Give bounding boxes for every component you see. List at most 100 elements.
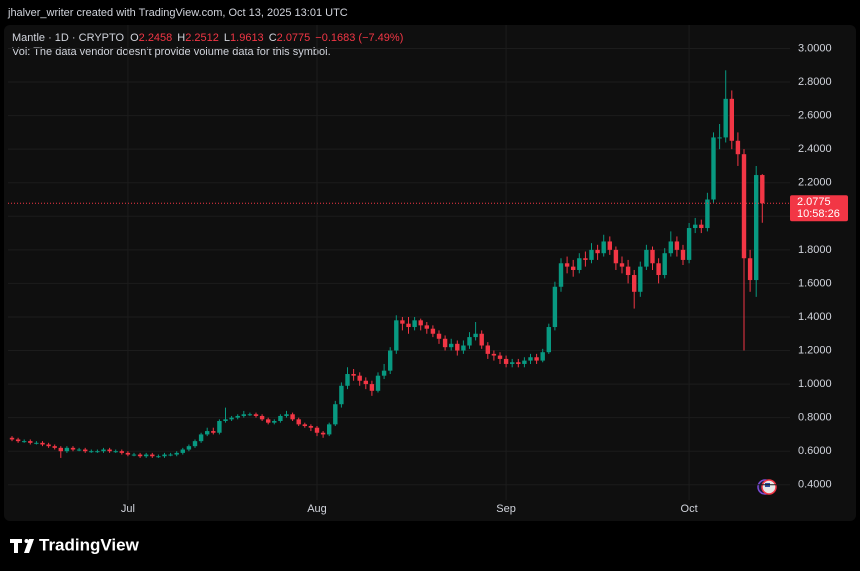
- candle-body: [113, 451, 118, 453]
- candle-body: [552, 286, 558, 328]
- candle-body: [52, 446, 57, 448]
- candle-body: [534, 357, 539, 361]
- ohlc-key: L: [224, 32, 230, 44]
- candle-body: [723, 98, 728, 138]
- candle-body: [284, 414, 289, 416]
- candle-body: [162, 454, 167, 457]
- candle-body: [198, 434, 204, 442]
- candle-body: [58, 447, 63, 452]
- countdown-label: 10:58:26: [797, 208, 840, 220]
- candle-body: [424, 325, 429, 329]
- last-price-box: [790, 195, 848, 222]
- candle-body: [363, 380, 368, 385]
- ohlc-key: O: [130, 32, 139, 44]
- candle-body: [479, 333, 484, 346]
- candle-body: [717, 137, 722, 139]
- candle-body: [70, 447, 76, 450]
- candle-body: [436, 333, 442, 339]
- flag-icon: [757, 479, 777, 495]
- y-tick-label: 2.4000: [798, 143, 832, 155]
- candle-body: [156, 456, 161, 458]
- candle-body: [131, 454, 137, 456]
- candle-body: [272, 421, 277, 423]
- candle-body: [247, 414, 253, 416]
- candle-body: [589, 249, 594, 260]
- y-tick-label: 2.6000: [798, 110, 832, 122]
- candle-body: [442, 338, 448, 348]
- candle-body: [632, 275, 637, 292]
- candle-body: [101, 449, 106, 452]
- candle-body: [168, 454, 173, 456]
- candle-body: [540, 352, 545, 361]
- candle-body: [638, 266, 643, 292]
- candle-body: [668, 241, 673, 254]
- candle-body: [375, 375, 381, 391]
- candle-body: [15, 439, 21, 442]
- ohlc-key: C: [269, 32, 277, 44]
- candle-body: [497, 355, 503, 359]
- candle-body: [449, 343, 454, 348]
- candle-body: [693, 224, 698, 229]
- candle-body: [644, 249, 649, 267]
- candle-body: [150, 454, 155, 457]
- candle-body: [747, 258, 753, 281]
- candle-body: [266, 419, 271, 423]
- ohlc-value: 2.2458: [139, 32, 173, 44]
- candle-body: [662, 253, 667, 276]
- y-tick-label: 1.6000: [798, 277, 832, 289]
- y-tick-label: 1.4000: [798, 311, 832, 323]
- candle-body: [528, 357, 533, 361]
- candle-body: [418, 320, 423, 326]
- candle-body: [290, 414, 295, 420]
- candle-body: [40, 442, 45, 445]
- candle-body: [729, 98, 734, 141]
- candle-body: [735, 140, 741, 155]
- candle-body: [760, 175, 765, 204]
- ohlc-value: 2.0775: [277, 32, 311, 44]
- chart-panel: [4, 25, 856, 521]
- candle-body: [22, 441, 27, 443]
- candle-body: [296, 419, 301, 425]
- ohlc-key: H: [177, 32, 185, 44]
- candle-body: [607, 241, 612, 250]
- y-tick-label: 2.2000: [798, 177, 832, 189]
- candle-body: [241, 414, 246, 416]
- candle-body: [339, 385, 344, 405]
- y-tick-label: 1.0000: [798, 378, 832, 390]
- candle-body: [388, 350, 393, 371]
- candle-body: [491, 353, 497, 356]
- candle-body: [680, 249, 686, 260]
- candle-body: [430, 328, 436, 334]
- candle-body: [583, 258, 588, 260]
- candle-body: [613, 249, 619, 264]
- candle-body: [333, 404, 338, 425]
- candle-body: [89, 451, 94, 453]
- candle-body: [650, 249, 655, 264]
- candle-body: [485, 345, 490, 354]
- candle-body: [351, 374, 356, 376]
- credit: jhalver_writer created with TradingView.…: [7, 7, 348, 19]
- y-tick-label: 3.0000: [798, 42, 832, 54]
- candle-body: [571, 266, 576, 270]
- candle-body: [192, 441, 198, 447]
- candle-body: [369, 384, 375, 391]
- candle-body: [308, 426, 314, 428]
- change: −0.1683 (−7.49%): [315, 32, 403, 44]
- candle-body: [503, 358, 509, 364]
- candle-body: [327, 424, 332, 435]
- y-tick-label: 0.8000: [798, 412, 832, 424]
- candle-body: [601, 241, 606, 254]
- candle-body: [180, 449, 185, 453]
- candle-body: [558, 263, 564, 287]
- candle-body: [754, 175, 759, 281]
- candle-body: [64, 447, 70, 452]
- candle-body: [137, 454, 143, 457]
- y-tick-label: 0.4000: [798, 479, 832, 491]
- ohlc-legend: Mantle · 1D · CRYPTO O2.2458 H2.2512 L1.961…: [12, 32, 403, 44]
- candle-body: [186, 446, 192, 450]
- candle-body: [522, 360, 527, 364]
- candle-body: [400, 320, 405, 324]
- candle-body: [686, 228, 692, 260]
- candle-body: [381, 370, 387, 376]
